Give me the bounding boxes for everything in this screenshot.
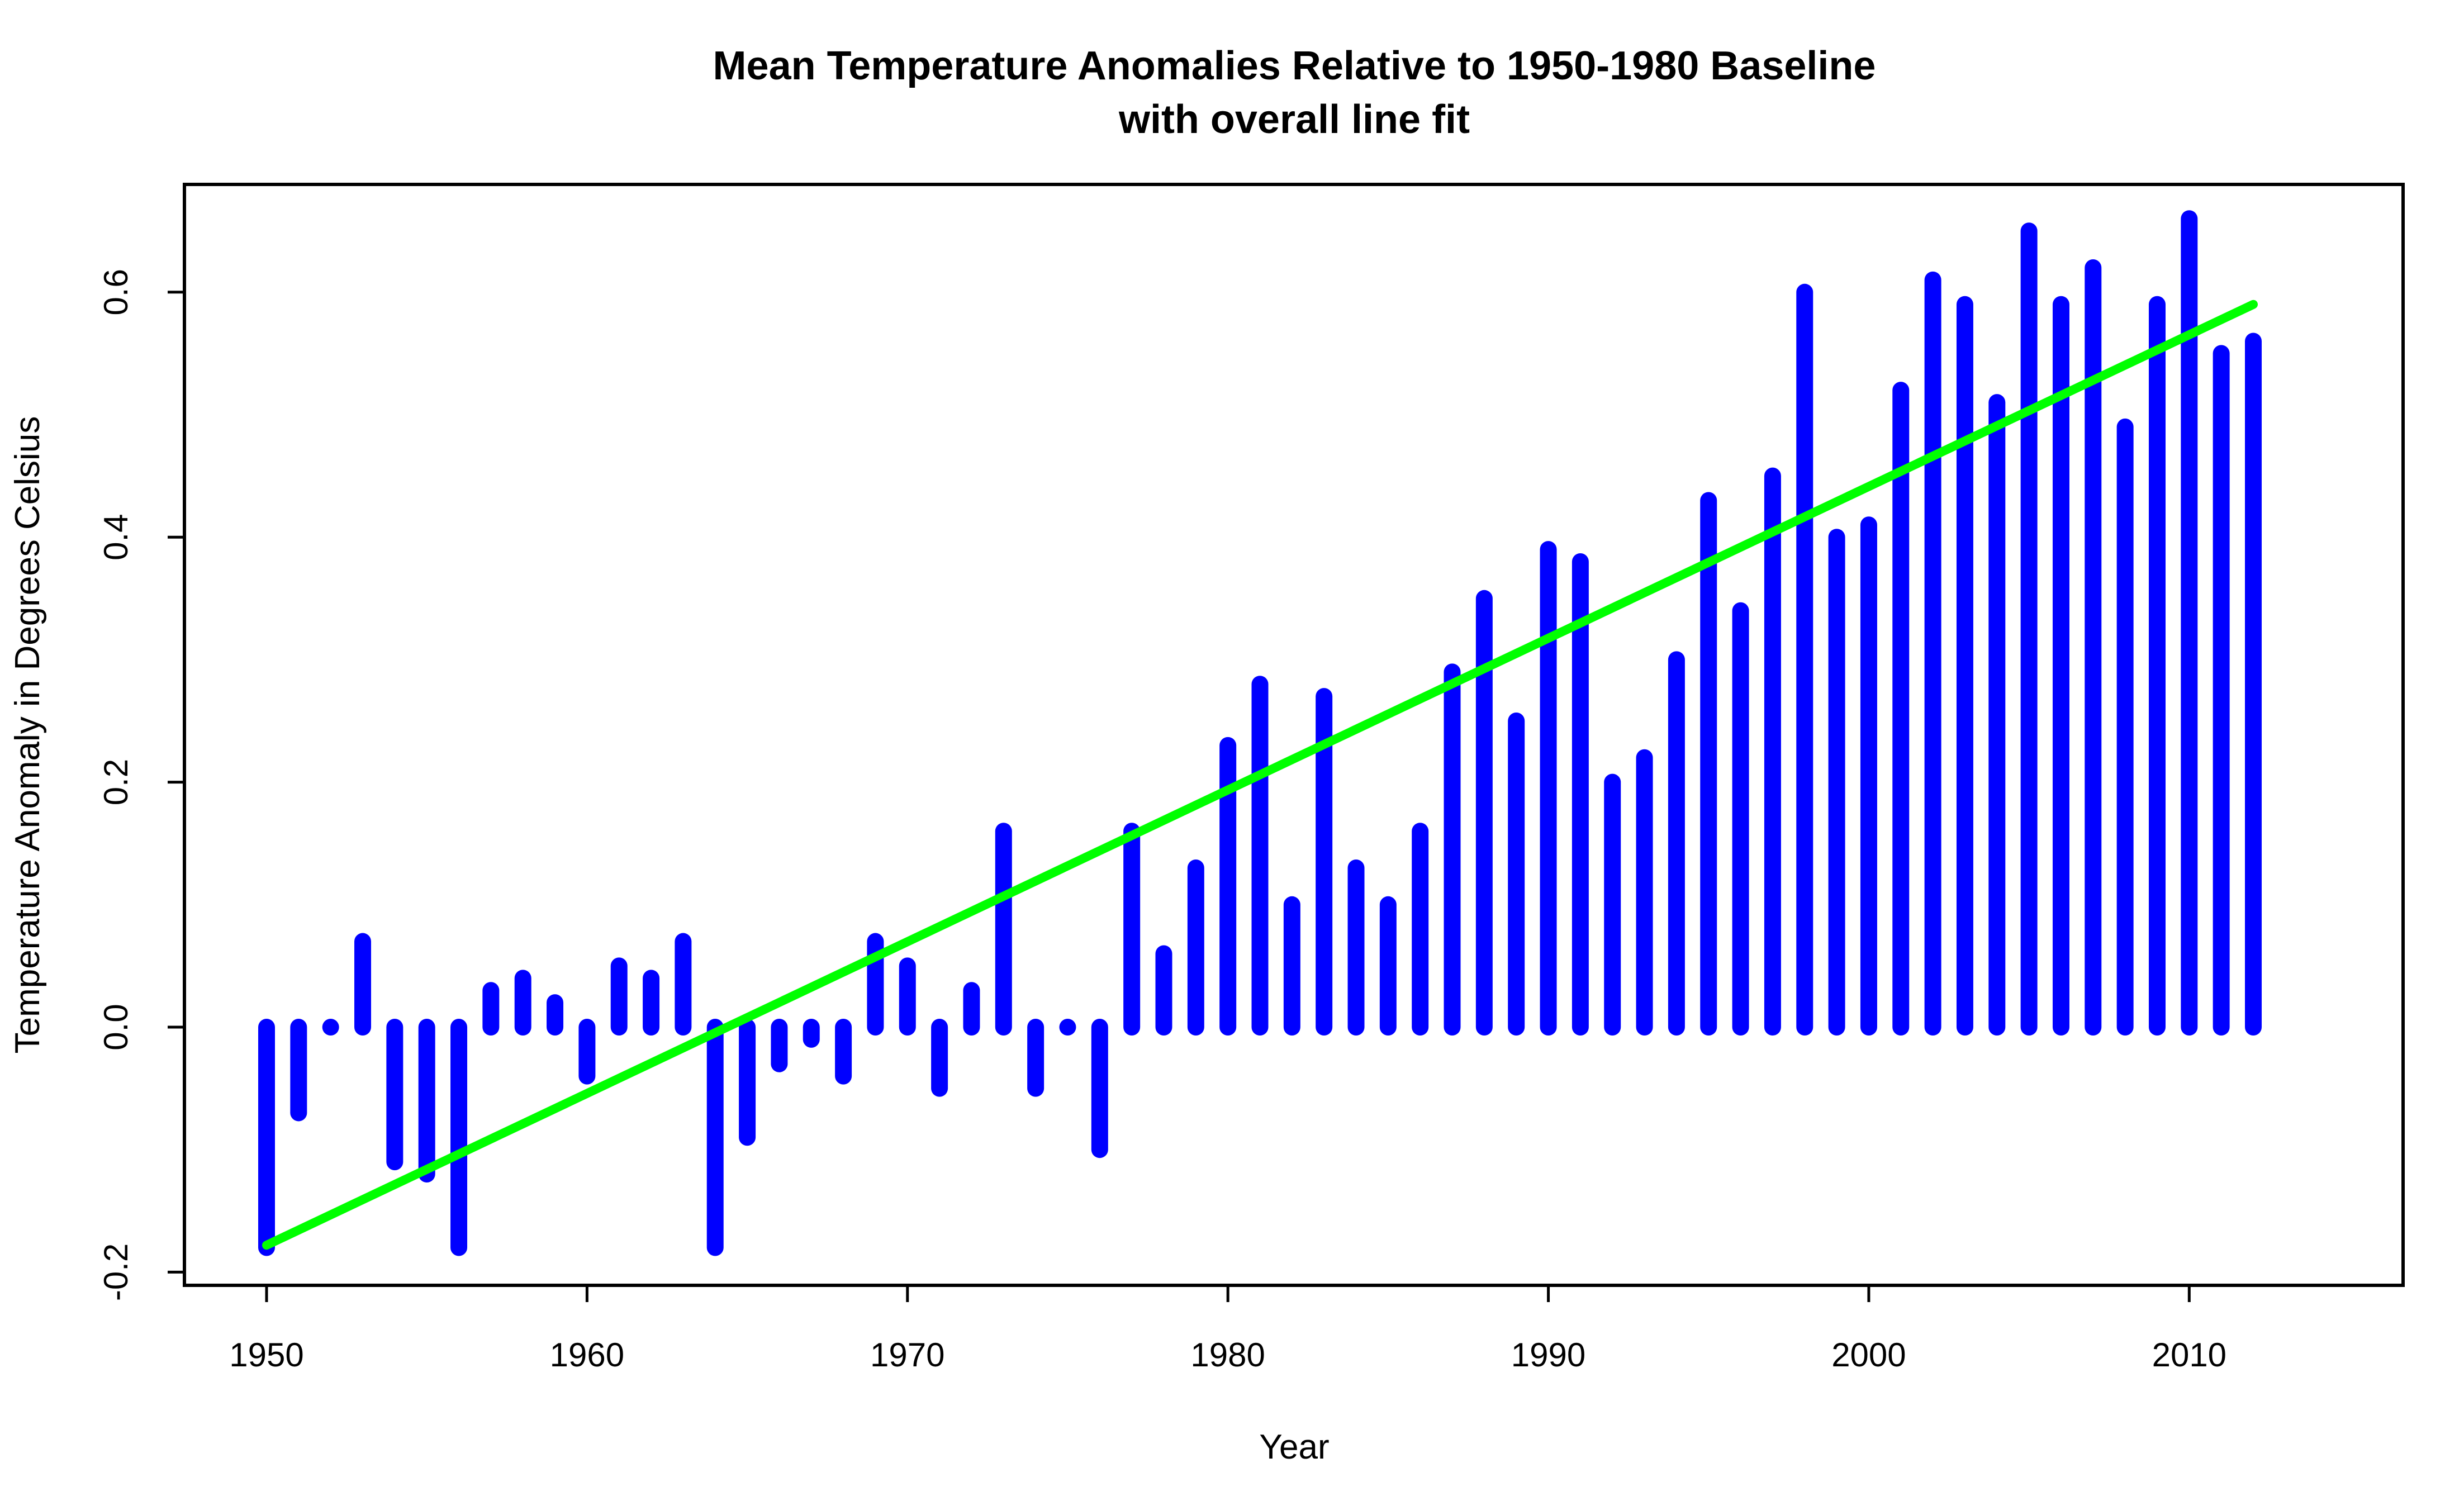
y-tick-label: 0.2 bbox=[97, 759, 135, 805]
fit-line-group bbox=[262, 300, 2258, 1250]
chart-subtitle: with overall line fit bbox=[1118, 97, 1470, 142]
y-tick-label: 0.0 bbox=[97, 1004, 135, 1050]
x-tick-label: 1960 bbox=[550, 1336, 624, 1374]
x-tick-label: 1990 bbox=[1511, 1336, 1585, 1374]
y-tick-label: 0.4 bbox=[97, 514, 135, 560]
x-tick-label: 1950 bbox=[229, 1336, 303, 1374]
x-axis-label: Year bbox=[1259, 1428, 1329, 1466]
x-axis: 1950 1960 1970 1980 1990 2000 2010 bbox=[229, 1284, 2226, 1374]
bars-group bbox=[258, 210, 2262, 1256]
y-tick-label: -0.2 bbox=[97, 1243, 135, 1301]
x-tick-label: 1970 bbox=[870, 1336, 944, 1374]
x-tick-label: 1980 bbox=[1190, 1336, 1265, 1374]
y-axis: -0.2 0.0 0.2 0.4 0.6 bbox=[97, 269, 186, 1301]
fit-line bbox=[262, 300, 2258, 1250]
y-axis-label: Temperature Anomaly in Degrees Celsius bbox=[8, 416, 47, 1054]
chart-title: Mean Temperature Anomalies Relative to 1… bbox=[713, 44, 1876, 88]
x-tick-label: 2010 bbox=[2152, 1336, 2226, 1374]
y-tick-label: 0.6 bbox=[97, 269, 135, 315]
x-tick-label: 2000 bbox=[1831, 1336, 1906, 1374]
